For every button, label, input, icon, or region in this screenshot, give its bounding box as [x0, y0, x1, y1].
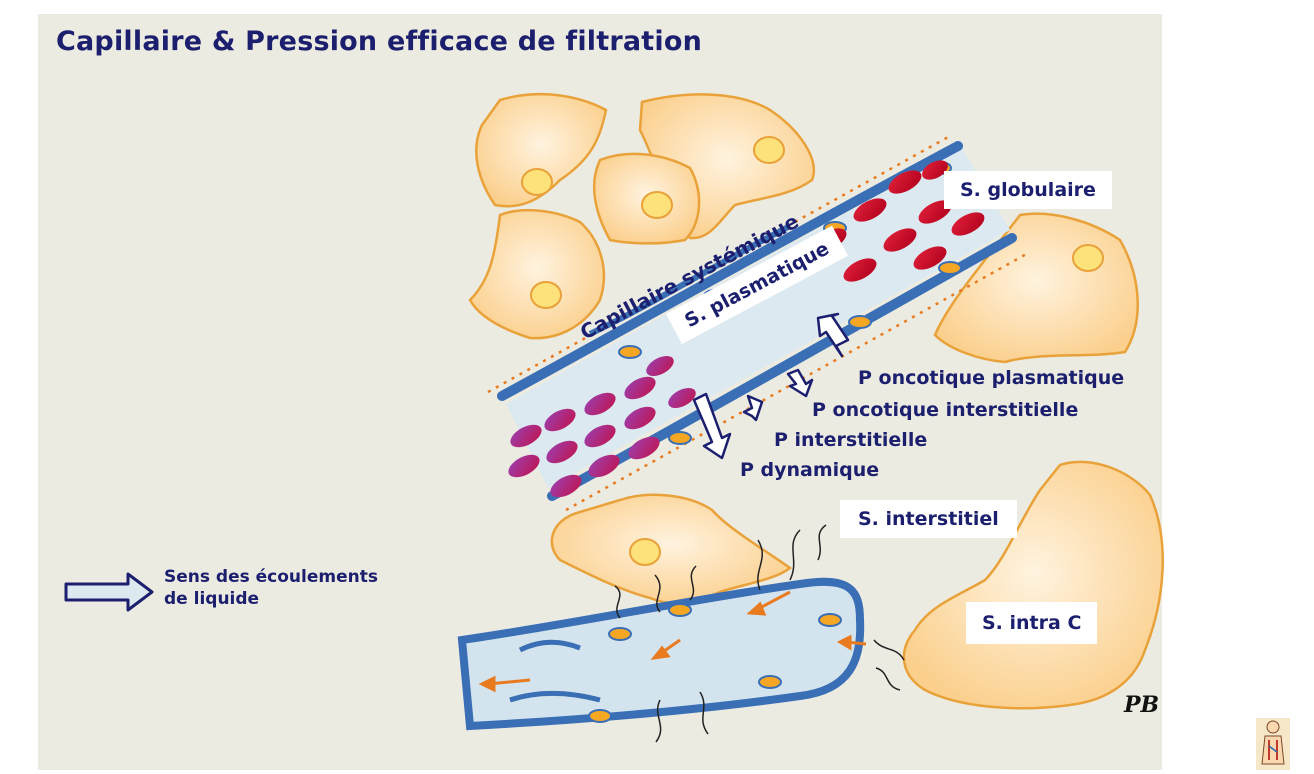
label-p-interstitielle: P interstitielle	[774, 429, 927, 451]
globulaire-label: S. globulaire	[944, 171, 1112, 209]
purple-cells	[508, 356, 696, 498]
tissue-cell	[475, 92, 608, 208]
right-margin	[1162, 14, 1314, 770]
intra-c-label: S. intra C	[966, 602, 1098, 644]
tissue-cell	[550, 493, 793, 605]
arrow-p-interstitielle	[742, 394, 764, 422]
signature: PB	[1124, 692, 1160, 718]
arrow-p-dynamique	[692, 392, 732, 460]
pressure-arrows	[692, 312, 850, 460]
label-p-oncotique-plasmatique: P oncotique plasmatique	[858, 367, 1124, 389]
lymphatic-vessel	[457, 524, 905, 743]
legend-text: Sens des écoulements de liquide	[164, 566, 378, 610]
arrow-p-oncotique-plasmatique	[816, 312, 850, 358]
interstitiel-label: S. interstitiel	[840, 500, 1017, 538]
label-p-oncotique-interstitielle: P oncotique interstitielle	[812, 399, 1078, 421]
hollow-arrow-right-icon	[64, 572, 154, 612]
label-p-dynamique: P dynamique	[740, 459, 879, 481]
legend-line-2: de liquide	[164, 589, 260, 609]
legend-line-1: Sens des écoulements	[164, 567, 378, 587]
anatomy-figure-icon	[1256, 718, 1290, 770]
arrow-p-oncotique-interstitielle	[786, 368, 814, 398]
tissue-cell	[902, 460, 1164, 710]
tissue-cell	[468, 208, 606, 340]
page-title: Capillaire & Pression efficace de filtra…	[56, 26, 703, 57]
